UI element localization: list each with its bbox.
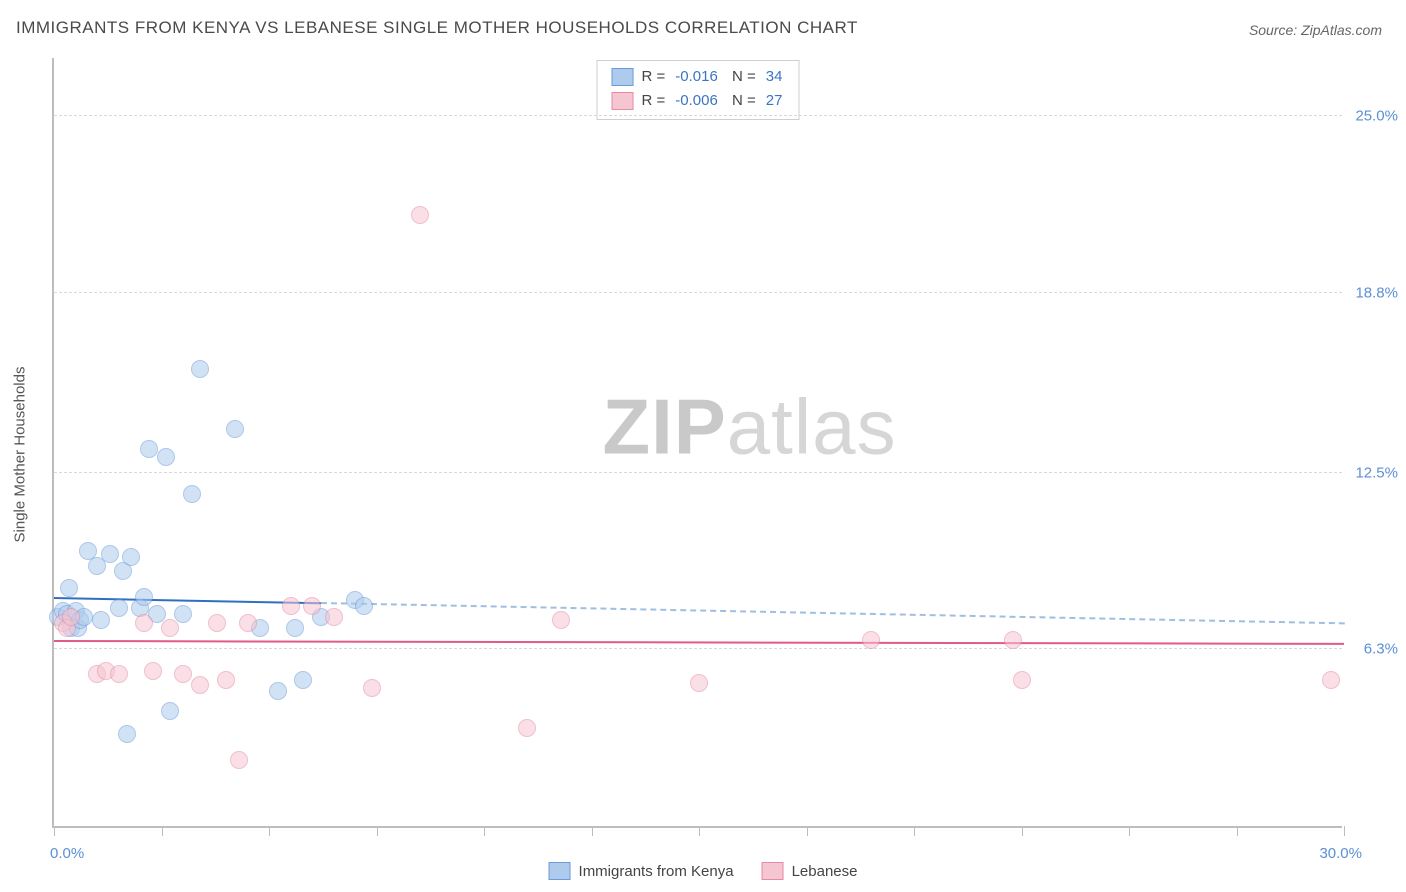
data-point <box>144 662 162 680</box>
legend-row: R = -0.006 N = 27 <box>612 89 785 113</box>
x-tick <box>592 826 593 836</box>
r-value: -0.006 <box>675 89 718 113</box>
data-point <box>239 614 257 632</box>
data-point <box>161 702 179 720</box>
data-point <box>135 614 153 632</box>
data-point <box>191 360 209 378</box>
data-point <box>60 579 78 597</box>
data-point <box>325 608 343 626</box>
correlation-legend: R = -0.016 N = 34 R = -0.006 N = 27 <box>597 60 800 120</box>
data-point <box>690 674 708 692</box>
series-legend: Immigrants from Kenya Lebanese <box>549 862 858 880</box>
gridline: 25.0% <box>54 115 1342 116</box>
legend-swatch-icon <box>612 92 634 110</box>
legend-swatch-icon <box>762 862 784 880</box>
data-point <box>110 599 128 617</box>
x-tick <box>269 826 270 836</box>
x-tick <box>807 826 808 836</box>
data-point <box>230 751 248 769</box>
x-tick <box>377 826 378 836</box>
x-tick <box>1129 826 1130 836</box>
data-point <box>140 440 158 458</box>
x-tick <box>1022 826 1023 836</box>
data-point <box>294 671 312 689</box>
watermark: ZIPatlas <box>602 381 896 472</box>
legend-swatch-icon <box>549 862 571 880</box>
legend-item: Immigrants from Kenya <box>549 862 734 880</box>
x-tick <box>914 826 915 836</box>
legend-item: Lebanese <box>762 862 858 880</box>
data-point <box>269 682 287 700</box>
x-tick <box>484 826 485 836</box>
data-point <box>1322 671 1340 689</box>
data-point <box>161 619 179 637</box>
data-point <box>122 548 140 566</box>
x-axis-min-label: 0.0% <box>50 845 84 862</box>
chart-title: IMMIGRANTS FROM KENYA VS LEBANESE SINGLE… <box>16 18 858 38</box>
y-tick-label: 12.5% <box>1355 464 1398 481</box>
trend-line <box>321 602 1344 624</box>
x-tick <box>1344 826 1345 836</box>
data-point <box>355 597 373 615</box>
data-point <box>174 605 192 623</box>
data-point <box>1004 631 1022 649</box>
gridline: 12.5% <box>54 472 1342 473</box>
x-axis-max-label: 30.0% <box>1319 845 1362 862</box>
legend-row: R = -0.016 N = 34 <box>612 65 785 89</box>
watermark-bold: ZIP <box>602 382 726 470</box>
data-point <box>411 206 429 224</box>
gridline: 6.3% <box>54 648 1342 649</box>
data-point <box>174 665 192 683</box>
data-point <box>92 611 110 629</box>
data-point <box>191 676 209 694</box>
data-point <box>1013 671 1031 689</box>
y-tick-label: 25.0% <box>1355 108 1398 125</box>
x-tick <box>162 826 163 836</box>
gridline: 18.8% <box>54 292 1342 293</box>
data-point <box>135 588 153 606</box>
plot-area: ZIPatlas R = -0.016 N = 34 R = -0.006 N … <box>52 58 1342 828</box>
x-tick <box>1237 826 1238 836</box>
data-point <box>518 719 536 737</box>
data-point <box>110 665 128 683</box>
data-point <box>118 725 136 743</box>
data-point <box>183 485 201 503</box>
x-tick <box>699 826 700 836</box>
source-attribution: Source: ZipAtlas.com <box>1249 22 1382 38</box>
data-point <box>101 545 119 563</box>
data-point <box>303 597 321 615</box>
data-point <box>62 608 80 626</box>
y-tick-label: 6.3% <box>1364 641 1398 658</box>
x-tick <box>54 826 55 836</box>
trend-line <box>54 640 1344 645</box>
legend-label: Lebanese <box>792 863 858 880</box>
watermark-light: atlas <box>727 382 897 470</box>
data-point <box>363 679 381 697</box>
n-value: 27 <box>766 89 783 113</box>
n-value: 34 <box>766 65 783 89</box>
y-tick-label: 18.8% <box>1355 284 1398 301</box>
y-axis-label: Single Mother Households <box>12 367 29 543</box>
data-point <box>208 614 226 632</box>
legend-swatch-icon <box>612 68 634 86</box>
r-value: -0.016 <box>675 65 718 89</box>
data-point <box>862 631 880 649</box>
data-point <box>217 671 235 689</box>
data-point <box>552 611 570 629</box>
data-point <box>282 597 300 615</box>
legend-label: Immigrants from Kenya <box>579 863 734 880</box>
data-point <box>286 619 304 637</box>
data-point <box>226 420 244 438</box>
data-point <box>157 448 175 466</box>
